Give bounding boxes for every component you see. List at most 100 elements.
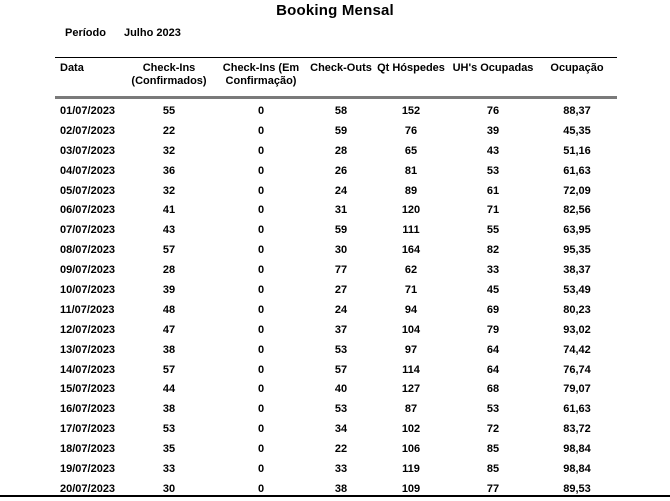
table-cell-data: 16/07/2023: [60, 403, 116, 416]
table-row: 17/07/2023 53 0 34 102 72 83,72: [55, 419, 617, 439]
table-cell-data: 02/07/2023: [60, 124, 116, 137]
table-cell-checkins-em-confirmacao: 0: [257, 403, 265, 416]
table-cell-ocupacao: 63,95: [563, 224, 591, 237]
page-title: Booking Mensal: [276, 2, 394, 19]
table-header-rule: [55, 96, 617, 99]
table-cell-checkins-confirmados: 55: [162, 104, 176, 117]
column-header-uhs-ocupadas: UH's Ocupadas: [452, 62, 534, 74]
table-cell-checkins-confirmados: 32: [162, 184, 176, 197]
table-cell-ocupacao: 83,72: [563, 423, 591, 436]
table-cell-check-outs: 24: [334, 184, 348, 197]
table-cell-qt-hospedes: 119: [402, 462, 420, 475]
table-cell-uhs-ocupadas: 79: [486, 323, 500, 336]
table-cell-checkins-confirmados: 38: [162, 403, 176, 416]
table-cell-data: 07/07/2023: [60, 224, 116, 237]
table-cell-checkins-em-confirmacao: 0: [257, 482, 265, 495]
table-cell-ocupacao: 79,07: [563, 383, 591, 396]
table-cell-checkins-confirmados: 36: [162, 164, 176, 177]
table-cell-data: 04/07/2023: [60, 164, 116, 177]
table-cell-checkins-em-confirmacao: 0: [257, 224, 265, 237]
table-cell-uhs-ocupadas: 77: [486, 482, 500, 495]
table-cell-checkins-confirmados: 53: [162, 423, 176, 436]
table-cell-checkins-confirmados: 30: [162, 482, 176, 495]
table-cell-checkins-confirmados: 39: [162, 283, 176, 296]
table-cell-data: 11/07/2023: [60, 303, 115, 316]
table-cell-data: 15/07/2023: [60, 383, 116, 396]
table-cell-checkins-confirmados: 35: [162, 443, 176, 456]
table-row: 09/07/2023 28 0 77 62 33 38,37: [55, 260, 617, 280]
table-cell-qt-hospedes: 89: [404, 184, 418, 197]
table-row: 19/07/2023 33 0 33 119 85 98,84: [55, 459, 617, 479]
table-cell-checkins-em-confirmacao: 0: [257, 462, 265, 475]
table-cell-qt-hospedes: 104: [401, 323, 421, 336]
table-cell-uhs-ocupadas: 82: [486, 244, 500, 257]
table-cell-ocupacao: 45,35: [563, 124, 591, 137]
table-cell-qt-hospedes: 71: [404, 283, 418, 296]
table-cell-checkins-em-confirmacao: 0: [257, 244, 265, 257]
table-row: 06/07/2023 41 0 31 120 71 82,56: [55, 200, 617, 220]
table-cell-qt-hospedes: 120: [401, 204, 421, 217]
table-cell-data: 19/07/2023: [60, 462, 116, 475]
table-cell-checkins-em-confirmacao: 0: [257, 204, 265, 217]
booking-table: Data Check-Ins (Confirmados) Check-Ins (Em C…: [55, 57, 617, 499]
table-cell-qt-hospedes: 62: [404, 264, 418, 277]
table-cell-ocupacao: 61,63: [563, 164, 591, 177]
table-cell-ocupacao: 38,37: [563, 264, 591, 277]
table-cell-qt-hospedes: 76: [404, 124, 418, 137]
table-cell-data: 01/07/2023: [60, 104, 116, 117]
table-cell-qt-hospedes: 81: [404, 164, 418, 177]
table-cell-uhs-ocupadas: 72: [486, 423, 500, 436]
table-cell-ocupacao: 74,42: [563, 343, 591, 356]
table-cell-data: 09/07/2023: [60, 264, 116, 277]
table-cell-uhs-ocupadas: 69: [486, 303, 500, 316]
table-cell-uhs-ocupadas: 71: [486, 204, 500, 217]
table-row: 07/07/2023 43 0 59 111 55 63,95: [55, 220, 617, 240]
table-row: 12/07/2023 47 0 37 104 79 93,02: [55, 320, 617, 340]
table-cell-qt-hospedes: 109: [401, 482, 421, 495]
table-cell-ocupacao: 93,02: [563, 323, 591, 336]
table-cell-check-outs: 53: [334, 343, 348, 356]
table-cell-uhs-ocupadas: 43: [486, 144, 500, 157]
table-cell-ocupacao: 80,23: [563, 303, 591, 316]
table-cell-ocupacao: 61,63: [563, 403, 591, 416]
table-cell-check-outs: 30: [334, 244, 348, 257]
page-bottom-border: [0, 495, 670, 497]
table-cell-qt-hospedes: 65: [404, 144, 418, 157]
table-cell-qt-hospedes: 106: [401, 443, 421, 456]
table-row: 08/07/2023 57 0 30 164 82 95,35: [55, 240, 617, 260]
table-row: 11/07/2023 48 0 24 94 69 80,23: [55, 300, 617, 320]
table-cell-checkins-em-confirmacao: 0: [257, 283, 265, 296]
table-cell-checkins-em-confirmacao: 0: [257, 423, 265, 436]
table-cell-ocupacao: 53,49: [563, 283, 591, 296]
table-cell-data: 13/07/2023: [60, 343, 116, 356]
table-cell-data: 20/07/2023: [60, 482, 116, 495]
table-cell-data: 17/07/2023: [60, 423, 116, 436]
table-cell-data: 03/07/2023: [60, 144, 116, 157]
table-cell-uhs-ocupadas: 55: [486, 224, 500, 237]
table-cell-data: 14/07/2023: [60, 363, 116, 376]
table-cell-data: 05/07/2023: [60, 184, 116, 197]
table-cell-ocupacao: 72,09: [563, 184, 591, 197]
table-cell-check-outs: 38: [334, 482, 348, 495]
table-cell-check-outs: 53: [334, 403, 348, 416]
table-cell-check-outs: 27: [334, 283, 348, 296]
table-cell-checkins-em-confirmacao: 0: [257, 164, 265, 177]
table-cell-checkins-em-confirmacao: 0: [257, 383, 265, 396]
table-cell-ocupacao: 98,84: [563, 443, 591, 456]
table-cell-check-outs: 59: [334, 124, 348, 137]
table-cell-check-outs: 26: [334, 164, 348, 177]
table-cell-ocupacao: 51,16: [563, 144, 591, 157]
table-cell-uhs-ocupadas: 64: [486, 343, 500, 356]
column-header-ocupacao: Ocupação: [550, 62, 604, 74]
table-cell-data: 18/07/2023: [60, 443, 116, 456]
table-cell-checkins-confirmados: 48: [162, 303, 176, 316]
table-cell-ocupacao: 82,56: [563, 204, 591, 217]
table-row: 16/07/2023 38 0 53 87 53 61,63: [55, 399, 617, 419]
table-row: 05/07/2023 32 0 24 89 61 72,09: [55, 181, 617, 201]
table-cell-check-outs: 28: [334, 144, 348, 157]
period-value: Julho 2023: [123, 27, 181, 39]
table-row: 03/07/2023 32 0 28 65 43 51,16: [55, 141, 617, 161]
table-cell-checkins-confirmados: 22: [162, 124, 176, 137]
table-cell-check-outs: 57: [334, 363, 348, 376]
table-cell-check-outs: 22: [334, 443, 348, 456]
